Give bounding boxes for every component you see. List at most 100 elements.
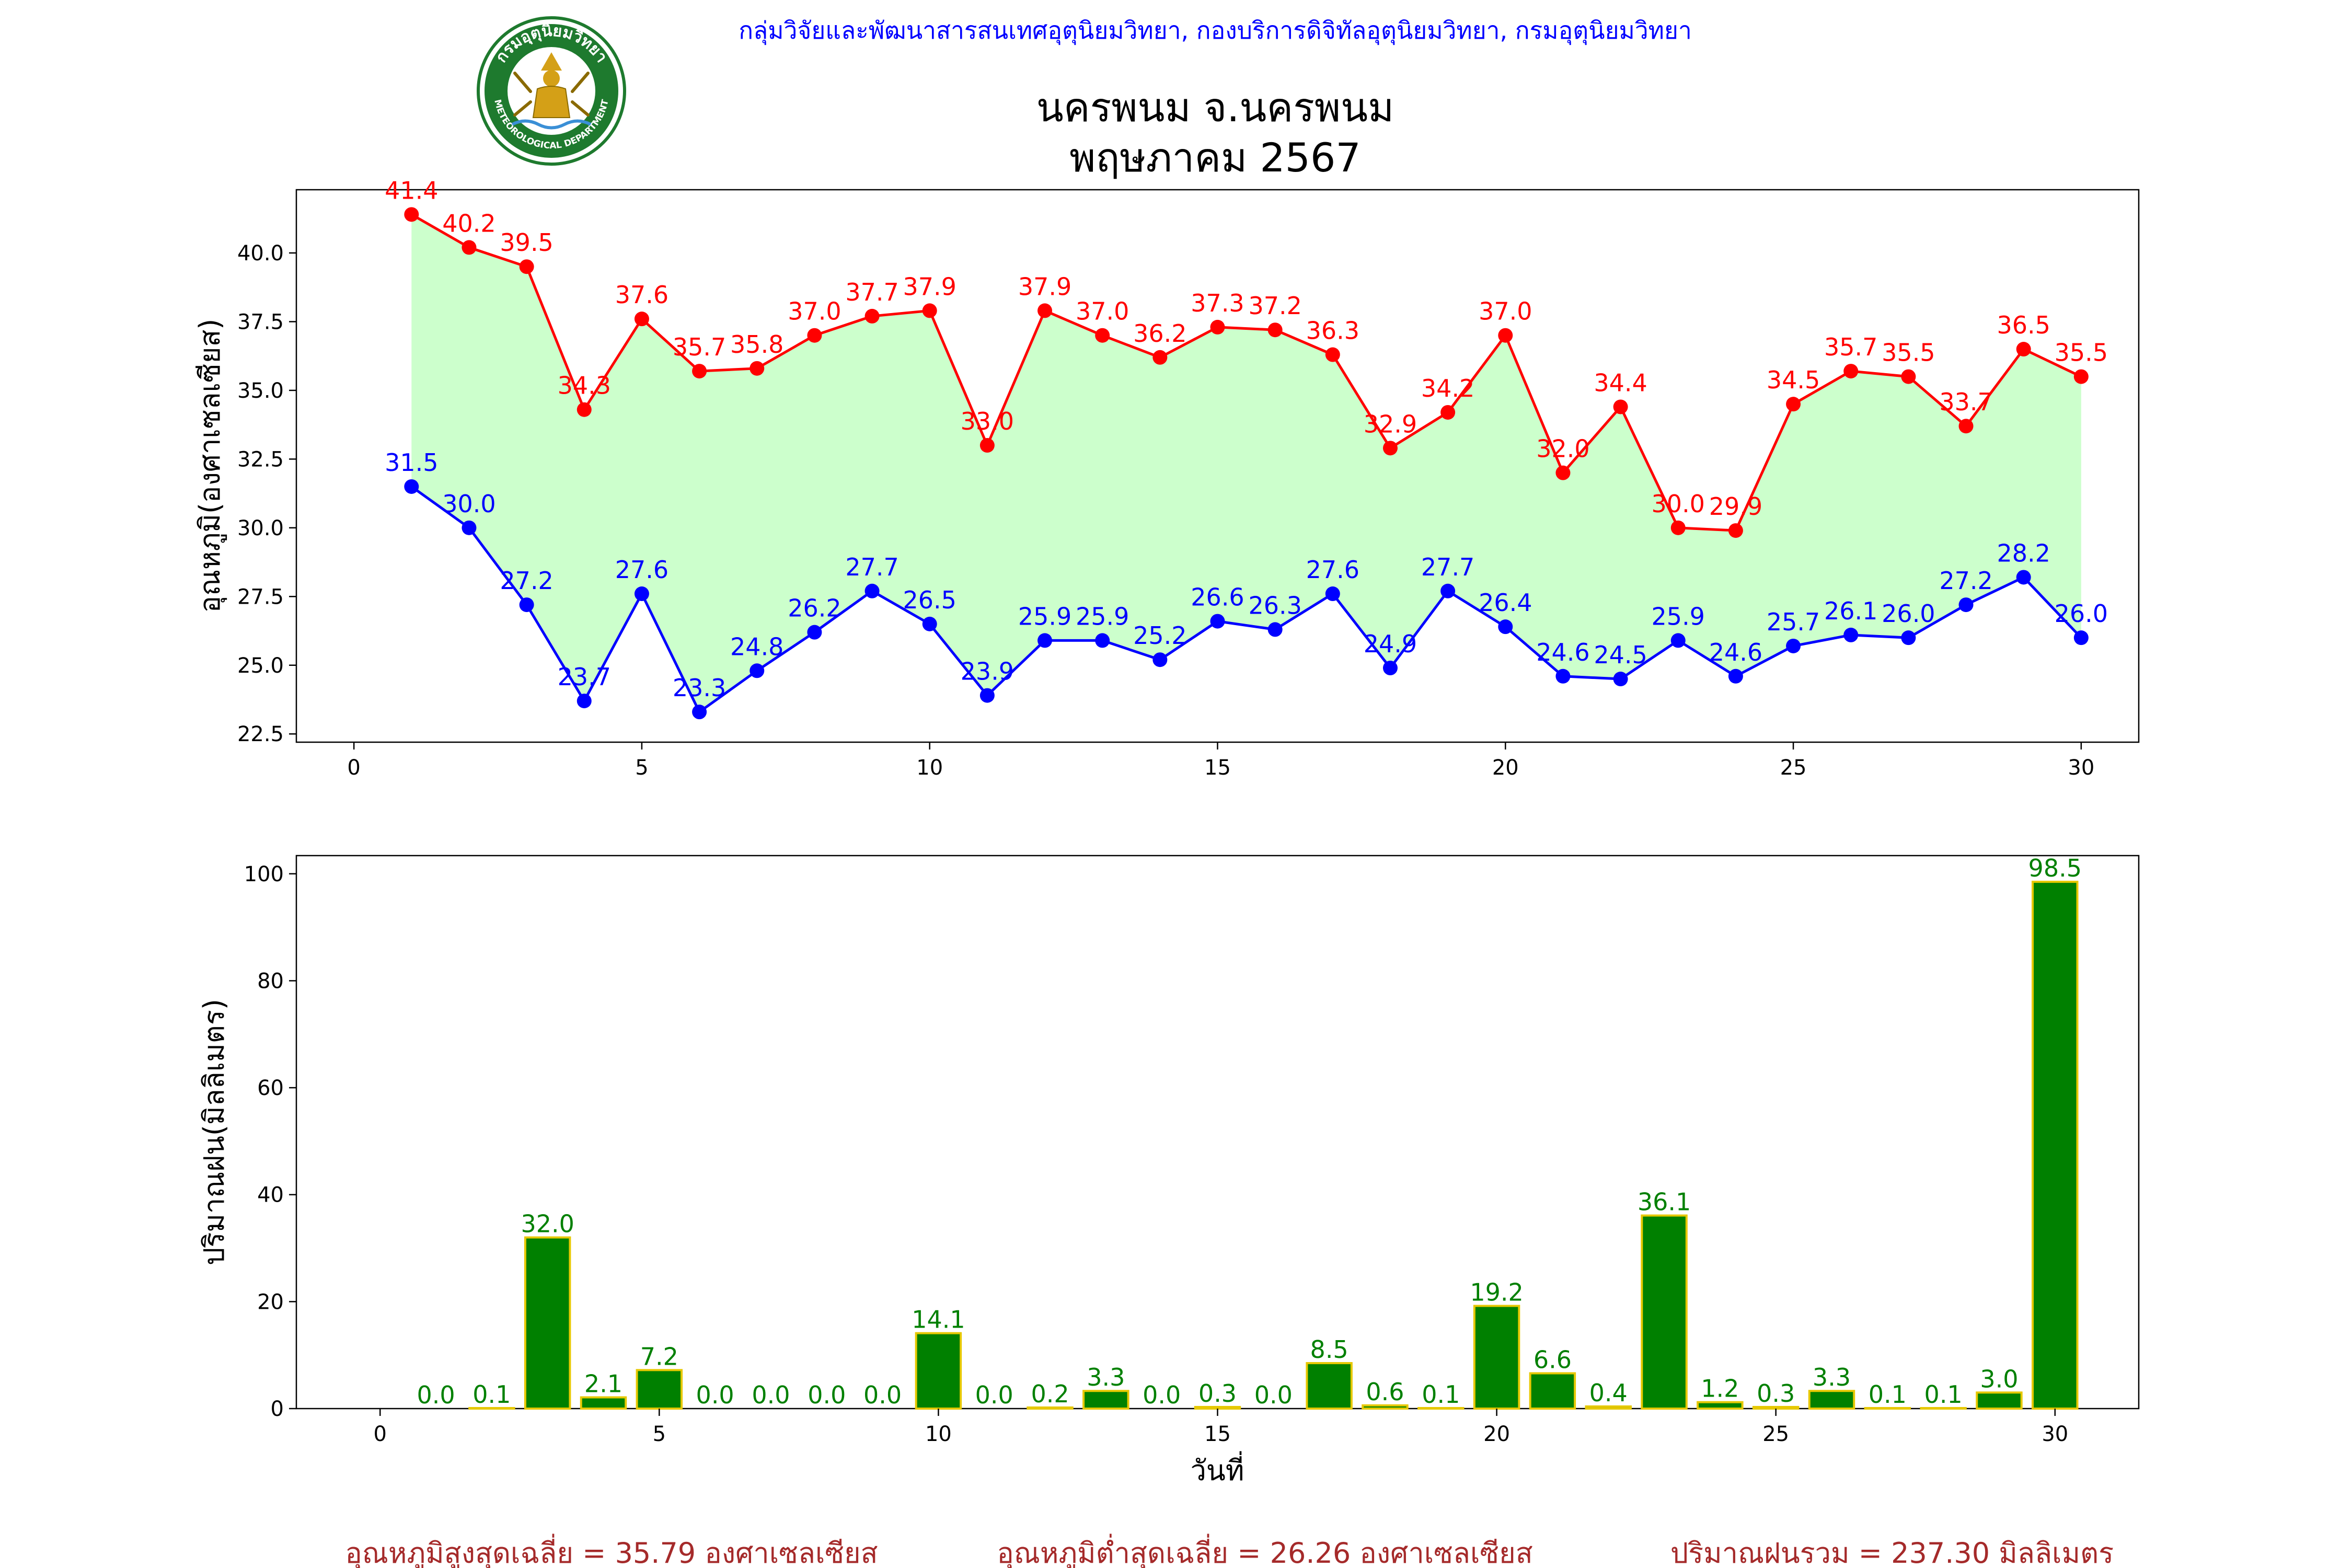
rainfall-bar-label: 14.1 — [912, 1306, 965, 1334]
temperature-min-point — [1901, 630, 1916, 645]
temperature-min-point — [979, 688, 995, 703]
temperature-min-point — [1843, 627, 1859, 642]
temperature-max-label: 35.8 — [730, 330, 783, 359]
temperature-min-label: 25.2 — [1133, 621, 1186, 650]
temperature-min-point — [692, 705, 707, 720]
rainfall-bar-label: 0.2 — [1031, 1380, 1069, 1408]
temperature-min-label: 27.2 — [500, 567, 553, 595]
temperature-min-point — [1440, 583, 1456, 598]
rainfall-bar-label: 0.0 — [752, 1381, 790, 1409]
temperature-max-line — [411, 213, 2082, 532]
rainfall-bar-label: 0.0 — [417, 1381, 455, 1409]
rainfall-bar-label: 0.6 — [1366, 1378, 1404, 1406]
temperature-max-point — [1152, 350, 1168, 365]
rainfall-bar — [1641, 1214, 1688, 1410]
temperature-y-tick-label: 37.5 — [237, 310, 284, 334]
temperature-max-point — [519, 259, 534, 274]
rainfall-x-tick-label: 10 — [925, 1422, 952, 1446]
rainfall-bar-label: 98.5 — [2028, 854, 2082, 882]
rainfall-bar-label: 36.1 — [1638, 1188, 1691, 1216]
rainfall-bar-label: 0.0 — [1254, 1381, 1293, 1409]
temperature-min-point — [1728, 668, 1743, 684]
temperature-max-label: 36.3 — [1306, 317, 1359, 345]
temperature-min-point — [750, 663, 765, 678]
temperature-max-point — [1210, 319, 1225, 335]
temperature-max-point — [1613, 399, 1628, 414]
rainfall-chart: 0 5 10 15 20 25 30 0 20 40 60 80 100 0.0 0.1 32.0 2.1 7.… — [198, 854, 2140, 1487]
chart-title-line1: นครพนม จ.นครพนม — [1036, 84, 1394, 131]
temperature-y-tick-label: 30.0 — [237, 516, 284, 540]
temperature-min-label: 28.2 — [1997, 539, 2050, 567]
rainfall-y-tick-label: 80 — [257, 969, 284, 993]
temperature-max-label: 37.9 — [1018, 272, 1071, 301]
temperature-max-point — [1728, 523, 1743, 538]
temperature-min-label: 26.0 — [1882, 599, 1935, 628]
temperature-min-point — [1152, 652, 1168, 667]
rainfall-bar-label: 1.2 — [1701, 1375, 1739, 1403]
temperature-min-point — [1498, 619, 1513, 635]
temperature-min-label: 26.3 — [1248, 591, 1301, 619]
temperature-max-label: 34.5 — [1767, 366, 1820, 394]
temperature-max-label: 32.9 — [1364, 410, 1417, 438]
rainfall-bar-label: 3.3 — [1087, 1363, 1125, 1391]
temperature-min-label: 25.9 — [1652, 602, 1705, 630]
temperature-y-tick-label: 40.0 — [237, 241, 284, 266]
temperature-max-point — [1958, 419, 1974, 434]
temperature-min-label: 24.5 — [1594, 641, 1647, 669]
temperature-min-label: 24.6 — [1709, 638, 1762, 666]
temperature-max-label: 39.5 — [500, 228, 553, 257]
temperature-max-label: 34.3 — [558, 372, 611, 400]
temperature-min-label: 23.7 — [558, 663, 611, 691]
temperature-max-label: 37.0 — [788, 297, 841, 326]
temperature-max-label: 33.0 — [961, 407, 1014, 435]
rainfall-x-tick-label: 20 — [1483, 1422, 1510, 1446]
temperature-max-point — [2073, 369, 2089, 384]
temperature-min-point — [1613, 672, 1628, 687]
temperature-min-point — [1786, 638, 1801, 653]
temperature-max-label: 35.5 — [1882, 339, 1935, 367]
rainfall-bar — [1362, 1404, 1409, 1410]
rainfall-x-axis-label: วันที่ — [1191, 1451, 1244, 1487]
temperature-max-point — [1267, 322, 1283, 338]
temperature-max-point — [1843, 364, 1859, 379]
rainfall-y-tick-label: 60 — [257, 1076, 284, 1100]
temperature-min-point — [1267, 622, 1283, 637]
temperature-range-fill — [411, 214, 2081, 712]
rainfall-bar-label: 6.6 — [1534, 1345, 1572, 1374]
rainfall-bar — [1920, 1406, 1967, 1410]
rainfall-bar-label: 3.0 — [1980, 1365, 2018, 1393]
rainfall-bar — [1473, 1305, 1520, 1410]
temperature-min-label: 26.4 — [1479, 589, 1532, 617]
temperature-min-label: 25.9 — [1076, 602, 1129, 630]
temperature-min-label: 27.2 — [1939, 567, 1992, 595]
temperature-min-point — [864, 583, 880, 598]
rainfall-bar-label: 0.1 — [1422, 1380, 1460, 1409]
temperature-min-label: 27.7 — [845, 553, 898, 581]
rainfall-y-tick-label: 20 — [257, 1290, 284, 1314]
temperature-min-point — [2016, 570, 2031, 585]
rainfall-bar-label: 2.1 — [584, 1370, 622, 1398]
temperature-max-label: 33.7 — [1939, 388, 1992, 416]
temperature-min-label: 24.9 — [1364, 630, 1417, 658]
temperature-y-tick-label: 32.5 — [237, 447, 284, 471]
rainfall-x-tick-label: 15 — [1204, 1422, 1231, 1446]
rainfall-bar-label: 0.4 — [1589, 1379, 1628, 1407]
rainfall-y-axis-label: ปริมาณฝน(มิลลิเมตร) — [198, 999, 230, 1265]
temperature-min-label: 23.9 — [961, 658, 1014, 686]
temperature-min-label: 26.6 — [1191, 583, 1244, 612]
temperature-y-tick-label: 27.5 — [237, 585, 284, 609]
temperature-max-point — [864, 308, 880, 324]
rainfall-x-tick-label: 25 — [1762, 1422, 1789, 1446]
temperature-max-point — [979, 438, 995, 453]
rainfall-bar-label: 0.1 — [1869, 1380, 1907, 1409]
temperature-max-label: 35.5 — [2055, 339, 2108, 367]
rainfall-bar-label: 0.0 — [696, 1381, 734, 1409]
temperature-max-label: 37.9 — [903, 272, 956, 301]
rainfall-bar-label: 7.2 — [640, 1342, 678, 1370]
temperature-max-point — [462, 240, 477, 255]
temperature-max-point — [1670, 520, 1686, 535]
rainfall-bar — [915, 1332, 962, 1410]
temperature-max-point — [577, 402, 592, 417]
rainfall-bar — [1027, 1406, 1074, 1410]
